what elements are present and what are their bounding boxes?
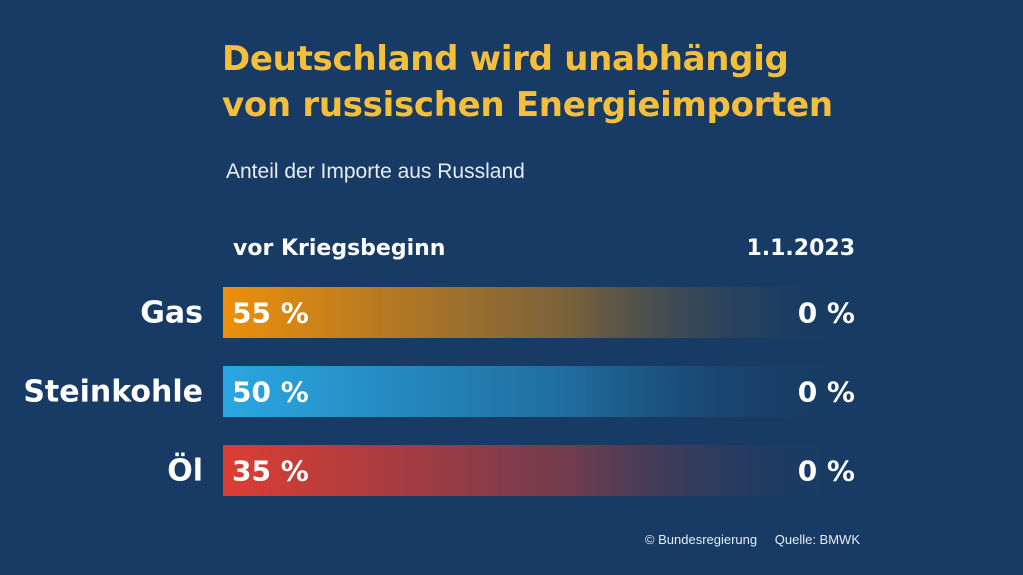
chart-subtitle: Anteil der Importe aus Russland <box>226 160 525 183</box>
credits: © Bundesregierung Quelle: BMWK <box>560 532 860 547</box>
value-label-end: 0 % <box>798 455 855 488</box>
column-label-start: vor Kriegsbeginn <box>233 236 446 261</box>
column-label-end: 1.1.2023 <box>746 236 855 261</box>
value-label-start: 35 % <box>232 455 309 488</box>
value-label-end: 0 % <box>798 376 855 409</box>
category-label: Öl <box>167 452 203 489</box>
bar-gas <box>223 287 858 338</box>
chart-title-line-2: von russischen Energieimporten <box>222 85 833 125</box>
category-label: Steinkohle <box>23 375 203 410</box>
chart-title: Deutschland wird unabhängig von russisch… <box>222 36 922 128</box>
source-text: Quelle: BMWK <box>774 532 860 547</box>
bar-öl <box>223 445 858 496</box>
bar-steinkohle <box>223 366 858 417</box>
value-label-start: 50 % <box>232 376 309 409</box>
value-label-start: 55 % <box>232 297 309 330</box>
chart-title-line-1: Deutschland wird unabhängig <box>222 39 789 79</box>
copyright-text: © Bundesregierung <box>644 532 758 547</box>
value-label-end: 0 % <box>798 297 855 330</box>
category-label: Gas <box>140 296 203 331</box>
